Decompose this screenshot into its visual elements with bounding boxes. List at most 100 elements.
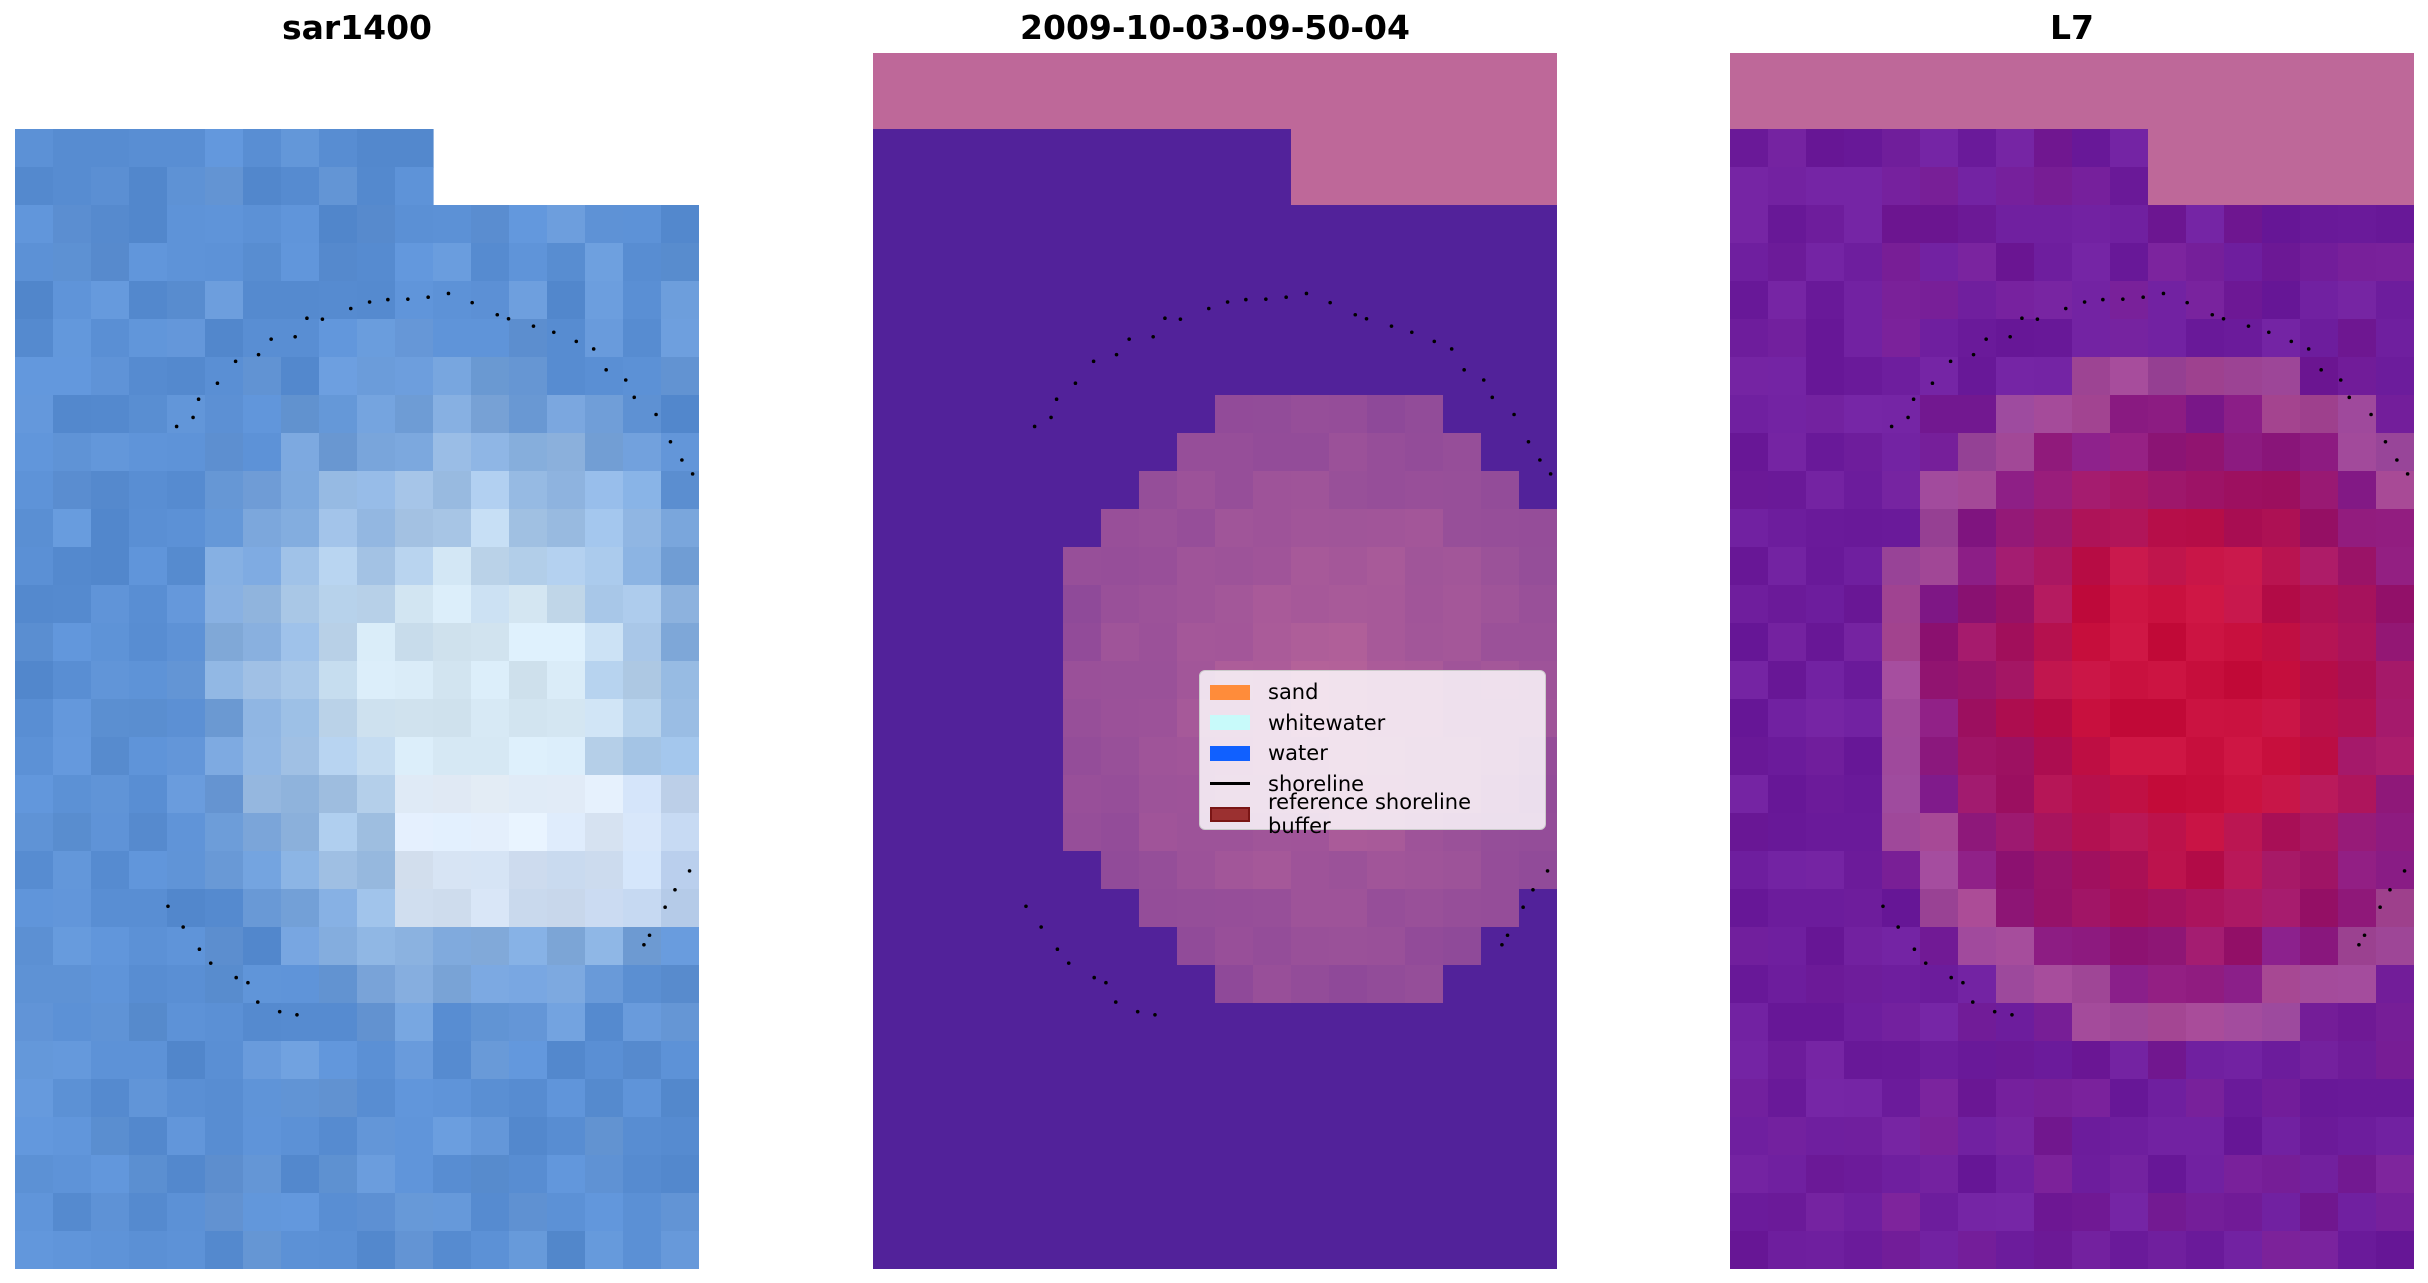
pixel	[1063, 927, 1102, 966]
pixel	[1101, 319, 1140, 358]
pixel	[1882, 1155, 1921, 1194]
pixel	[205, 889, 244, 928]
pixel	[91, 395, 130, 434]
pixel	[949, 889, 988, 928]
pixel	[2262, 91, 2301, 130]
pixel	[873, 129, 912, 168]
pixel	[167, 281, 206, 320]
pixel	[1844, 91, 1883, 130]
shoreline-point	[1961, 980, 1965, 985]
pixel	[623, 319, 662, 358]
pixel	[585, 889, 624, 928]
pixel	[1101, 585, 1140, 624]
pixel	[1806, 53, 1845, 92]
pixel	[987, 395, 1026, 434]
pixel	[205, 1079, 244, 1118]
pixel	[1519, 585, 1557, 624]
pixel	[1405, 471, 1444, 510]
pixel	[1063, 851, 1102, 890]
pixel	[2186, 889, 2225, 928]
shoreline-point	[1284, 295, 1288, 300]
pixel	[873, 91, 912, 130]
pixel	[911, 661, 950, 700]
pixel	[1139, 1117, 1178, 1156]
pixel	[2148, 775, 2187, 814]
pixel	[91, 1041, 130, 1080]
pixel	[2224, 889, 2263, 928]
pixel	[2300, 471, 2339, 510]
pixel	[15, 509, 54, 548]
pixel	[2072, 1041, 2111, 1080]
pixel	[1367, 205, 1406, 244]
shoreline-point	[632, 395, 637, 400]
pixel	[53, 167, 92, 206]
pixel	[509, 813, 548, 852]
pixel	[205, 623, 244, 662]
pixel	[395, 965, 434, 1004]
pixel	[205, 1231, 244, 1269]
pixel	[911, 927, 950, 966]
pixel	[2300, 91, 2339, 130]
pixel	[471, 1155, 510, 1194]
pixel	[2300, 661, 2339, 700]
pixel	[1101, 1003, 1140, 1042]
pixel	[433, 471, 472, 510]
pixel	[547, 319, 586, 358]
pixel	[1253, 1117, 1292, 1156]
pixel	[1481, 281, 1520, 320]
pixel	[281, 1117, 320, 1156]
pixel	[167, 471, 206, 510]
pixel	[53, 357, 92, 396]
pixel	[433, 889, 472, 928]
l7-index-canvas	[1730, 53, 2414, 1269]
pixel	[2148, 737, 2187, 776]
pixel	[395, 889, 434, 928]
pixel	[2072, 889, 2111, 928]
pixel	[1215, 281, 1254, 320]
pixel	[1329, 395, 1368, 434]
pixel	[433, 623, 472, 662]
pixel	[1958, 509, 1997, 548]
pixel	[2186, 1193, 2225, 1232]
shoreline-point	[1073, 381, 1078, 386]
pixel	[1329, 585, 1368, 624]
pixel	[1882, 319, 1921, 358]
pixel	[1768, 395, 1807, 434]
pixel	[91, 851, 130, 890]
pixel	[2148, 1117, 2187, 1156]
pixel	[1920, 509, 1959, 548]
pixel	[1291, 471, 1330, 510]
pixel	[1215, 357, 1254, 396]
pixel	[2338, 319, 2377, 358]
pixel	[1882, 1079, 1921, 1118]
pixel	[1101, 357, 1140, 396]
pixel	[2300, 1193, 2339, 1232]
pixel	[1730, 737, 1769, 776]
pixel	[1882, 129, 1921, 168]
pixel	[987, 813, 1026, 852]
pixel	[1405, 205, 1444, 244]
pixel	[623, 699, 662, 738]
pixel	[15, 661, 54, 700]
pixel	[129, 167, 168, 206]
pixel	[2338, 129, 2377, 168]
pixel	[1367, 91, 1406, 130]
pixel	[2262, 661, 2301, 700]
pixel	[1253, 395, 1292, 434]
pixel	[2186, 927, 2225, 966]
pixel	[585, 623, 624, 662]
pixel	[357, 927, 396, 966]
pixel	[1996, 243, 2035, 282]
pixel	[585, 851, 624, 890]
shoreline-dots	[1881, 291, 2410, 1017]
pixel	[1806, 775, 1845, 814]
pixel	[1329, 965, 1368, 1004]
pixel	[2376, 1155, 2414, 1194]
pixel	[1025, 1193, 1064, 1232]
pixel	[509, 1117, 548, 1156]
pixel	[129, 509, 168, 548]
pixel	[547, 471, 586, 510]
pixel	[1844, 319, 1883, 358]
pixel	[2376, 1231, 2414, 1269]
pixel	[243, 851, 282, 890]
